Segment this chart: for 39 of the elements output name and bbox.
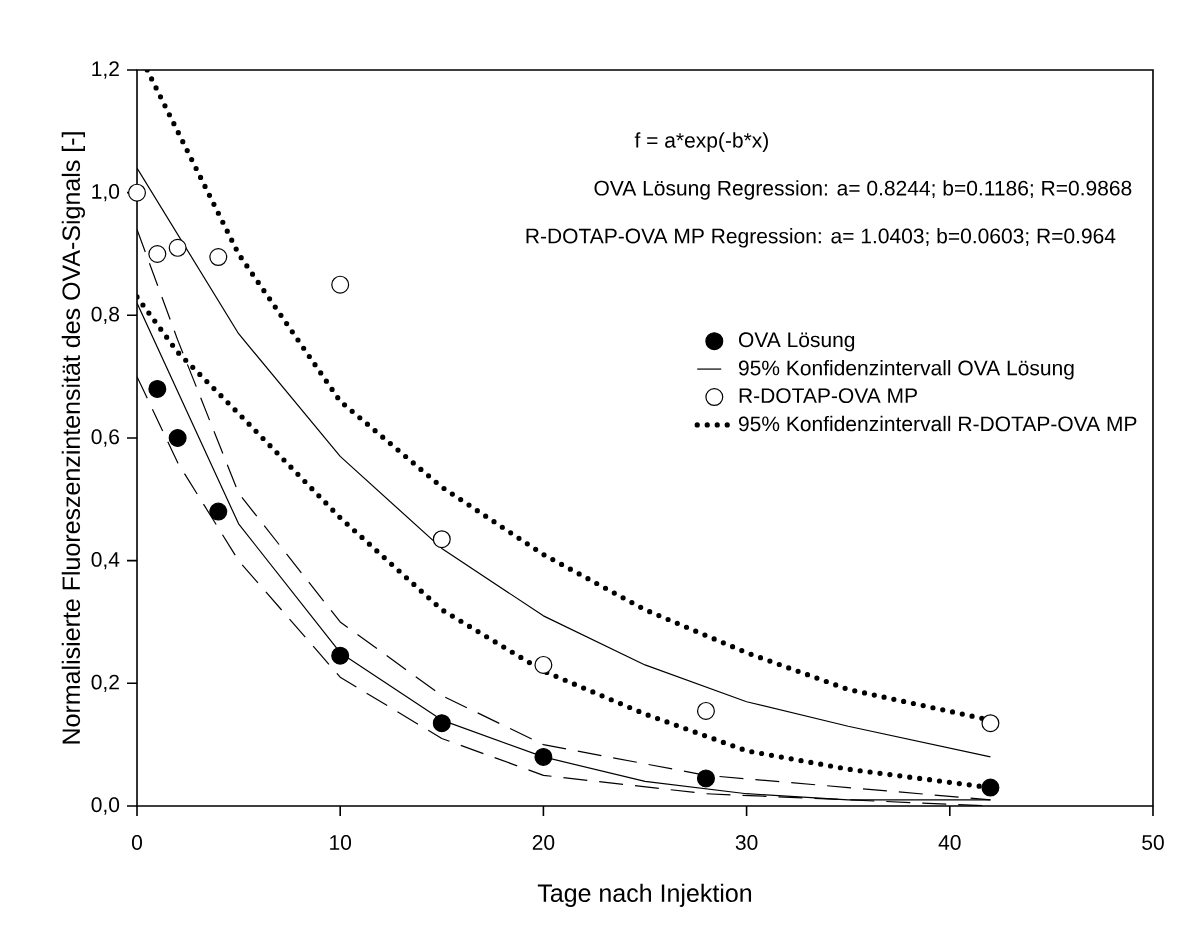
point bbox=[696, 769, 715, 788]
legend-label: OVA Lösung bbox=[738, 332, 855, 352]
y-tick-label: 1,0 bbox=[92, 184, 120, 202]
y-axis-title: Normalisierte Fluoreszenzintensität des OVA-Signals [-] bbox=[61, 132, 85, 744]
point bbox=[209, 502, 228, 521]
x-tick-label: 40 bbox=[938, 835, 961, 850]
point bbox=[148, 244, 167, 263]
point bbox=[981, 778, 1000, 797]
y-tick-label: 1,2 bbox=[92, 61, 119, 79]
y-tick-label: 0,2 bbox=[91, 674, 119, 693]
x-tick-label: 50 bbox=[1142, 835, 1164, 850]
point bbox=[209, 248, 228, 267]
annotation: f = a*exp(-b*x) bbox=[634, 132, 768, 152]
annotation: OVA Lösung Regression: a= 0.8244; b=0.1186; R=0.9868 bbox=[594, 180, 1132, 200]
y-tick-label: 0,0 bbox=[91, 797, 120, 815]
point bbox=[534, 655, 553, 674]
point bbox=[981, 714, 1000, 733]
point bbox=[331, 646, 350, 665]
point bbox=[148, 379, 167, 398]
point bbox=[331, 275, 350, 294]
x-tick-label: 30 bbox=[735, 835, 758, 850]
y-tick-label: 0,6 bbox=[91, 429, 120, 447]
x-tick-label: 20 bbox=[532, 835, 555, 850]
annotation: R-DOTAP-OVA MP Regression: a= 1.0403; b=0.0603; R=0.964 bbox=[526, 228, 1116, 248]
legend-label: R-DOTAP-OVA MP bbox=[739, 388, 917, 404]
point bbox=[432, 530, 451, 549]
point bbox=[534, 747, 553, 766]
x-tick-label: 10 bbox=[330, 835, 352, 850]
x-axis-title: Tage nach Injektion bbox=[537, 883, 752, 907]
point bbox=[432, 714, 451, 733]
point bbox=[168, 238, 187, 257]
legend-label: 95% Konfidenzintervall OVA Lösung bbox=[738, 359, 1074, 380]
y-tick-label: 0,4 bbox=[91, 552, 120, 570]
x-tick-label: 0 bbox=[131, 835, 143, 850]
point bbox=[168, 428, 187, 447]
point bbox=[696, 701, 715, 720]
point bbox=[128, 183, 147, 202]
legend-label: 95% Konfidenzintervall R-DOTAP-OVA MP bbox=[738, 415, 1137, 432]
y-tick-label: 0,8 bbox=[91, 306, 120, 325]
